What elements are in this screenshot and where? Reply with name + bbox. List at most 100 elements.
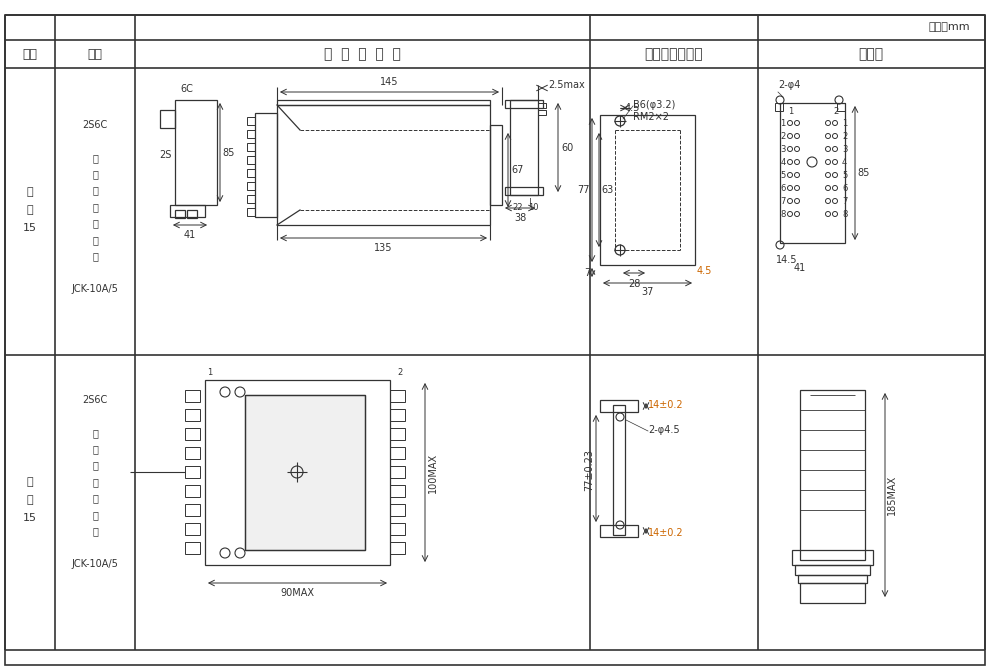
Text: 37: 37 <box>641 287 654 297</box>
Bar <box>390 523 405 535</box>
Text: 41: 41 <box>794 263 806 273</box>
Text: 28: 28 <box>628 279 640 289</box>
Text: 5: 5 <box>842 170 847 180</box>
Text: 135: 135 <box>375 243 392 253</box>
Text: 附
圖
15: 附 圖 15 <box>23 477 37 523</box>
Text: 7: 7 <box>780 196 786 206</box>
Bar <box>245 395 365 550</box>
Text: 14±0.2: 14±0.2 <box>648 528 684 538</box>
Bar <box>247 143 255 151</box>
Bar <box>390 409 405 421</box>
Text: 4.5: 4.5 <box>625 103 640 113</box>
Bar <box>185 409 200 421</box>
Text: 10: 10 <box>528 203 538 212</box>
Text: 3: 3 <box>842 145 847 153</box>
Bar <box>600 525 638 537</box>
Text: 結構: 結構 <box>87 48 102 60</box>
Text: 外  形  尺  寸  圖: 外 形 尺 寸 圖 <box>324 47 400 61</box>
Text: 2-φ4.5: 2-φ4.5 <box>648 425 680 435</box>
Text: 2: 2 <box>397 368 402 377</box>
Text: 2: 2 <box>833 107 838 115</box>
Text: 67: 67 <box>511 165 523 175</box>
Bar <box>247 182 255 190</box>
Bar <box>185 466 200 478</box>
Text: 38: 38 <box>514 213 526 223</box>
Text: 2S: 2S <box>159 150 171 160</box>
Bar <box>613 405 625 535</box>
Text: 145: 145 <box>381 77 398 87</box>
Bar <box>185 390 200 402</box>
Bar <box>277 100 490 105</box>
Text: 5: 5 <box>780 170 786 180</box>
Bar <box>277 105 490 225</box>
Text: 1: 1 <box>789 107 794 115</box>
Bar <box>390 542 405 554</box>
Bar <box>390 447 405 459</box>
Text: 6: 6 <box>780 184 786 192</box>
Bar <box>775 103 783 111</box>
Bar <box>505 100 543 108</box>
Text: 100MAX: 100MAX <box>428 452 438 492</box>
Bar <box>187 210 197 218</box>
Text: 4: 4 <box>780 157 786 167</box>
Text: 3: 3 <box>780 145 786 153</box>
Bar <box>390 390 405 402</box>
Bar <box>185 428 200 440</box>
Bar <box>600 115 695 265</box>
Bar <box>247 195 255 203</box>
Text: 90MAX: 90MAX <box>280 588 314 598</box>
Text: 4: 4 <box>842 157 847 167</box>
Bar <box>792 550 873 565</box>
Text: 6C: 6C <box>180 84 193 94</box>
Text: 2-φ4: 2-φ4 <box>778 80 801 90</box>
Bar <box>510 100 538 195</box>
Text: 附
圖
15: 附 圖 15 <box>23 187 37 233</box>
Text: 2: 2 <box>780 131 786 141</box>
Text: 1: 1 <box>780 119 786 127</box>
Text: 77: 77 <box>578 185 590 195</box>
Bar <box>247 169 255 177</box>
Text: 63: 63 <box>601 185 613 195</box>
Text: 7: 7 <box>842 196 847 206</box>
Text: B6(φ3.2): B6(φ3.2) <box>633 100 676 110</box>
Text: 2S6C

凸
出
式
板
前
接
線

JCK-10A/5: 2S6C 凸 出 式 板 前 接 線 JCK-10A/5 <box>71 395 119 569</box>
Text: 单位：mm: 单位：mm <box>929 22 970 32</box>
Text: 端子图: 端子图 <box>858 47 884 61</box>
Bar <box>837 103 845 111</box>
Bar <box>800 583 865 603</box>
Text: 1: 1 <box>207 368 213 377</box>
Bar <box>185 504 200 516</box>
Bar <box>780 103 845 243</box>
Text: 2.5max: 2.5max <box>548 80 585 90</box>
Bar <box>175 100 217 205</box>
Text: 77±0.23: 77±0.23 <box>584 449 594 491</box>
Text: 85: 85 <box>222 147 235 157</box>
Bar <box>247 117 255 125</box>
Text: 14±0.2: 14±0.2 <box>648 400 684 410</box>
Bar <box>538 110 546 115</box>
Text: 安装开孔尺寸图: 安装开孔尺寸图 <box>645 47 704 61</box>
Bar <box>600 400 638 412</box>
Bar <box>185 447 200 459</box>
Bar <box>255 113 277 217</box>
Bar <box>795 565 870 575</box>
Text: 2: 2 <box>842 131 847 141</box>
Bar <box>185 523 200 535</box>
Bar <box>390 504 405 516</box>
Bar <box>505 187 543 195</box>
Text: 8: 8 <box>842 210 847 218</box>
Bar <box>390 485 405 497</box>
Text: 7: 7 <box>584 268 590 278</box>
Text: 1: 1 <box>842 119 847 127</box>
Bar <box>185 485 200 497</box>
Bar <box>160 110 175 128</box>
Text: 41: 41 <box>184 230 196 240</box>
Bar <box>175 210 185 218</box>
Text: 4.5: 4.5 <box>697 266 713 276</box>
Bar <box>798 575 867 583</box>
Text: 14.5: 14.5 <box>776 255 798 265</box>
Bar <box>205 380 390 565</box>
Bar <box>490 125 502 205</box>
Bar <box>170 205 205 217</box>
Bar <box>185 542 200 554</box>
